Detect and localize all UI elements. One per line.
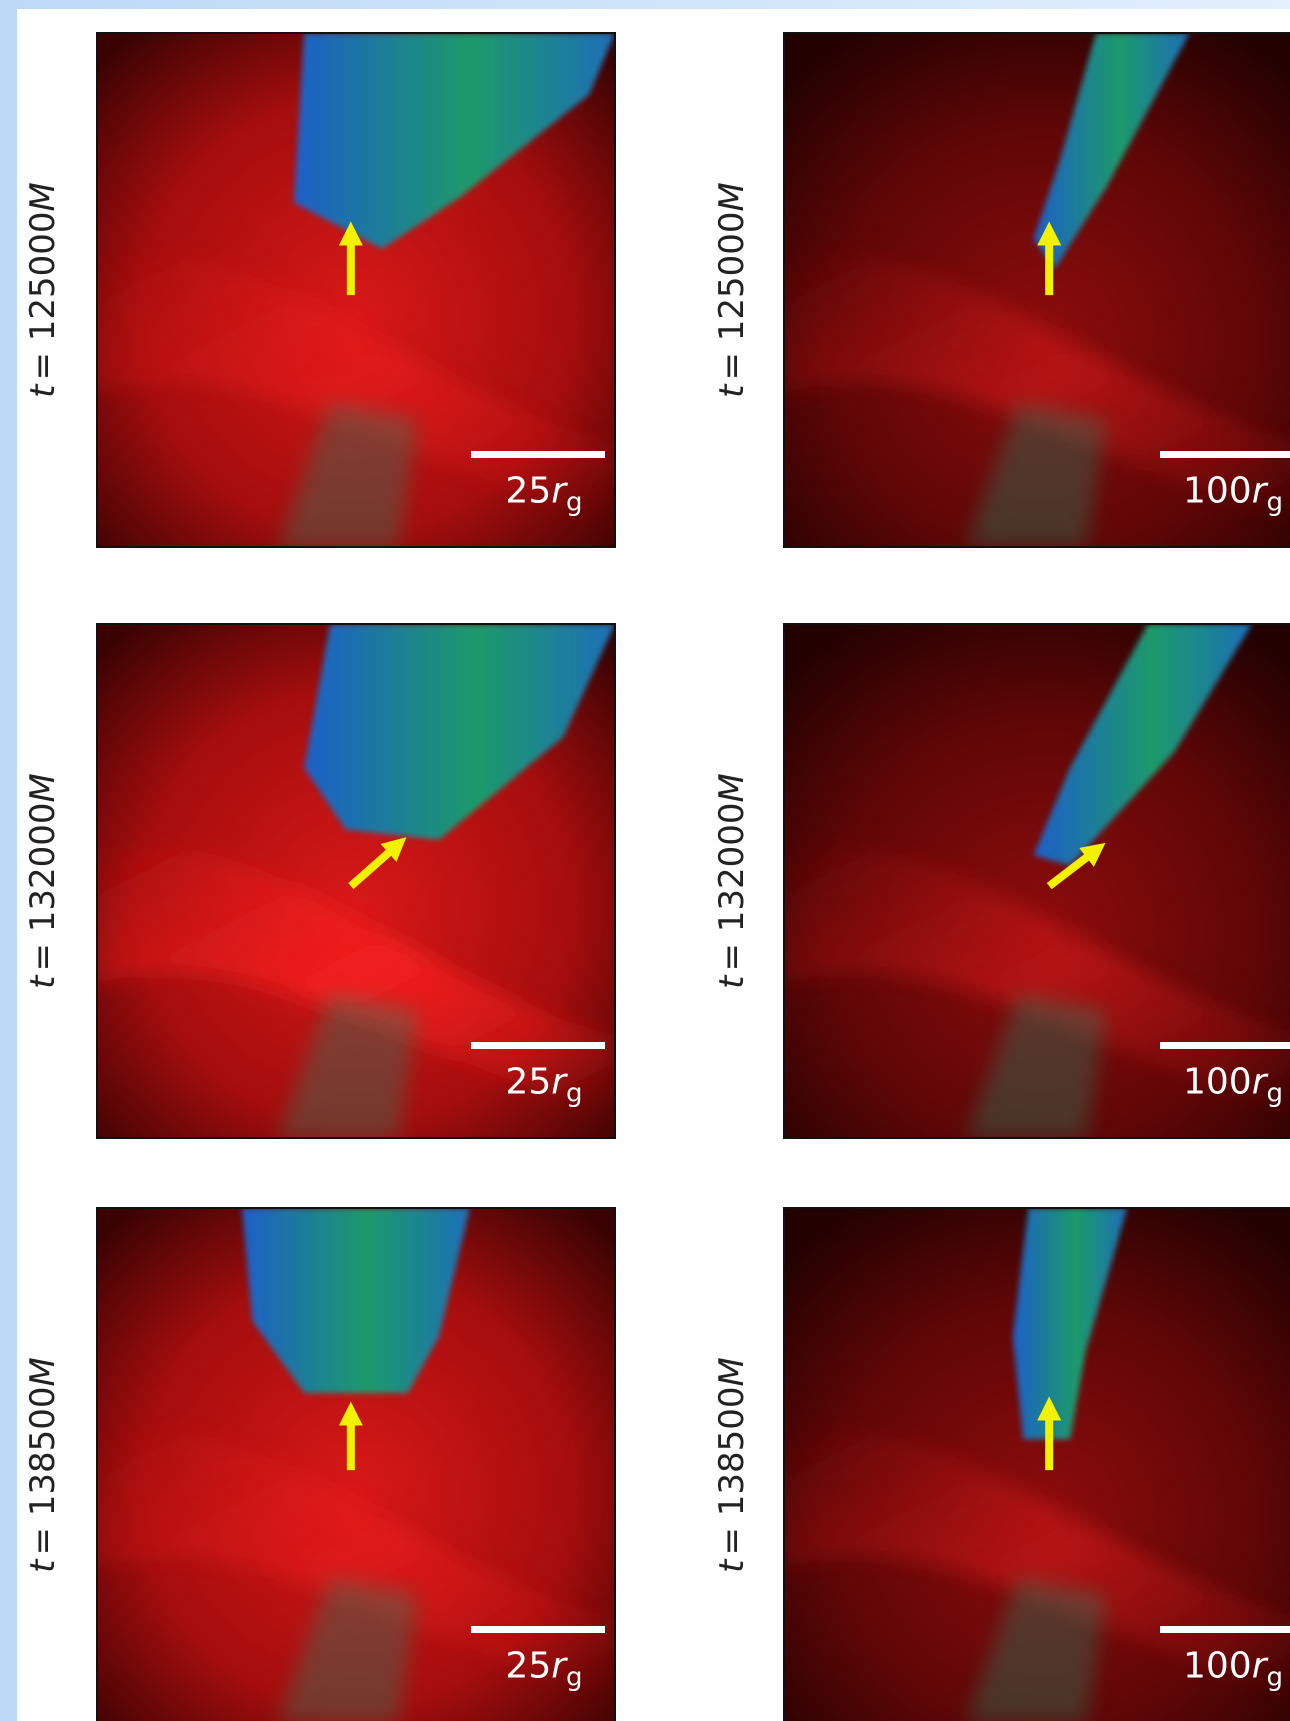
time-label: t = 138500M: [23, 1357, 63, 1573]
time-label: t = 138500M: [712, 1357, 752, 1573]
time-variable: t: [712, 974, 752, 989]
scale-subscript: g: [1267, 1662, 1284, 1692]
time-variable: t: [23, 1558, 63, 1573]
scale-number: 100: [1183, 1645, 1252, 1686]
scale-subscript: g: [566, 487, 583, 517]
time-unit: M: [23, 1357, 63, 1386]
scale-subscript: g: [1267, 487, 1284, 517]
time-value: = 132000: [23, 802, 63, 971]
time-unit: M: [712, 182, 752, 211]
time-variable: t: [23, 974, 63, 989]
scale-subscript: g: [1267, 1078, 1284, 1108]
time-unit: M: [712, 773, 752, 802]
scale-number: 100: [1183, 1061, 1252, 1102]
scale-number: 25: [505, 1061, 551, 1102]
time-variable: t: [712, 383, 752, 398]
time-label: t = 125000M: [23, 182, 63, 398]
time-variable: t: [712, 1558, 752, 1573]
time-unit: M: [23, 182, 63, 211]
figure: 25rgt= 125000M100rgt= 125000M25rgt= 1320…: [0, 0, 1290, 1721]
time-label: t = 125000M: [712, 182, 752, 398]
scale-number: 100: [1183, 470, 1252, 511]
time-value: = 125000: [23, 211, 63, 380]
time-label: t = 132000M: [712, 773, 752, 989]
scale-subscript: g: [566, 1078, 583, 1108]
scale-number: 25: [505, 1645, 551, 1686]
panel-image: [97, 1208, 615, 1721]
time-value: = 125000: [712, 211, 752, 380]
time-unit: M: [712, 1357, 752, 1386]
time-value: = 132000: [712, 802, 752, 971]
scale-number: 25: [505, 470, 551, 511]
time-unit: M: [23, 773, 63, 802]
time-value: = 138500: [712, 1386, 752, 1555]
panel-image: [784, 1208, 1290, 1721]
scale-subscript: g: [566, 1662, 583, 1692]
time-variable: t: [23, 383, 63, 398]
time-label: t = 132000M: [23, 773, 63, 989]
time-value: = 138500: [23, 1386, 63, 1555]
